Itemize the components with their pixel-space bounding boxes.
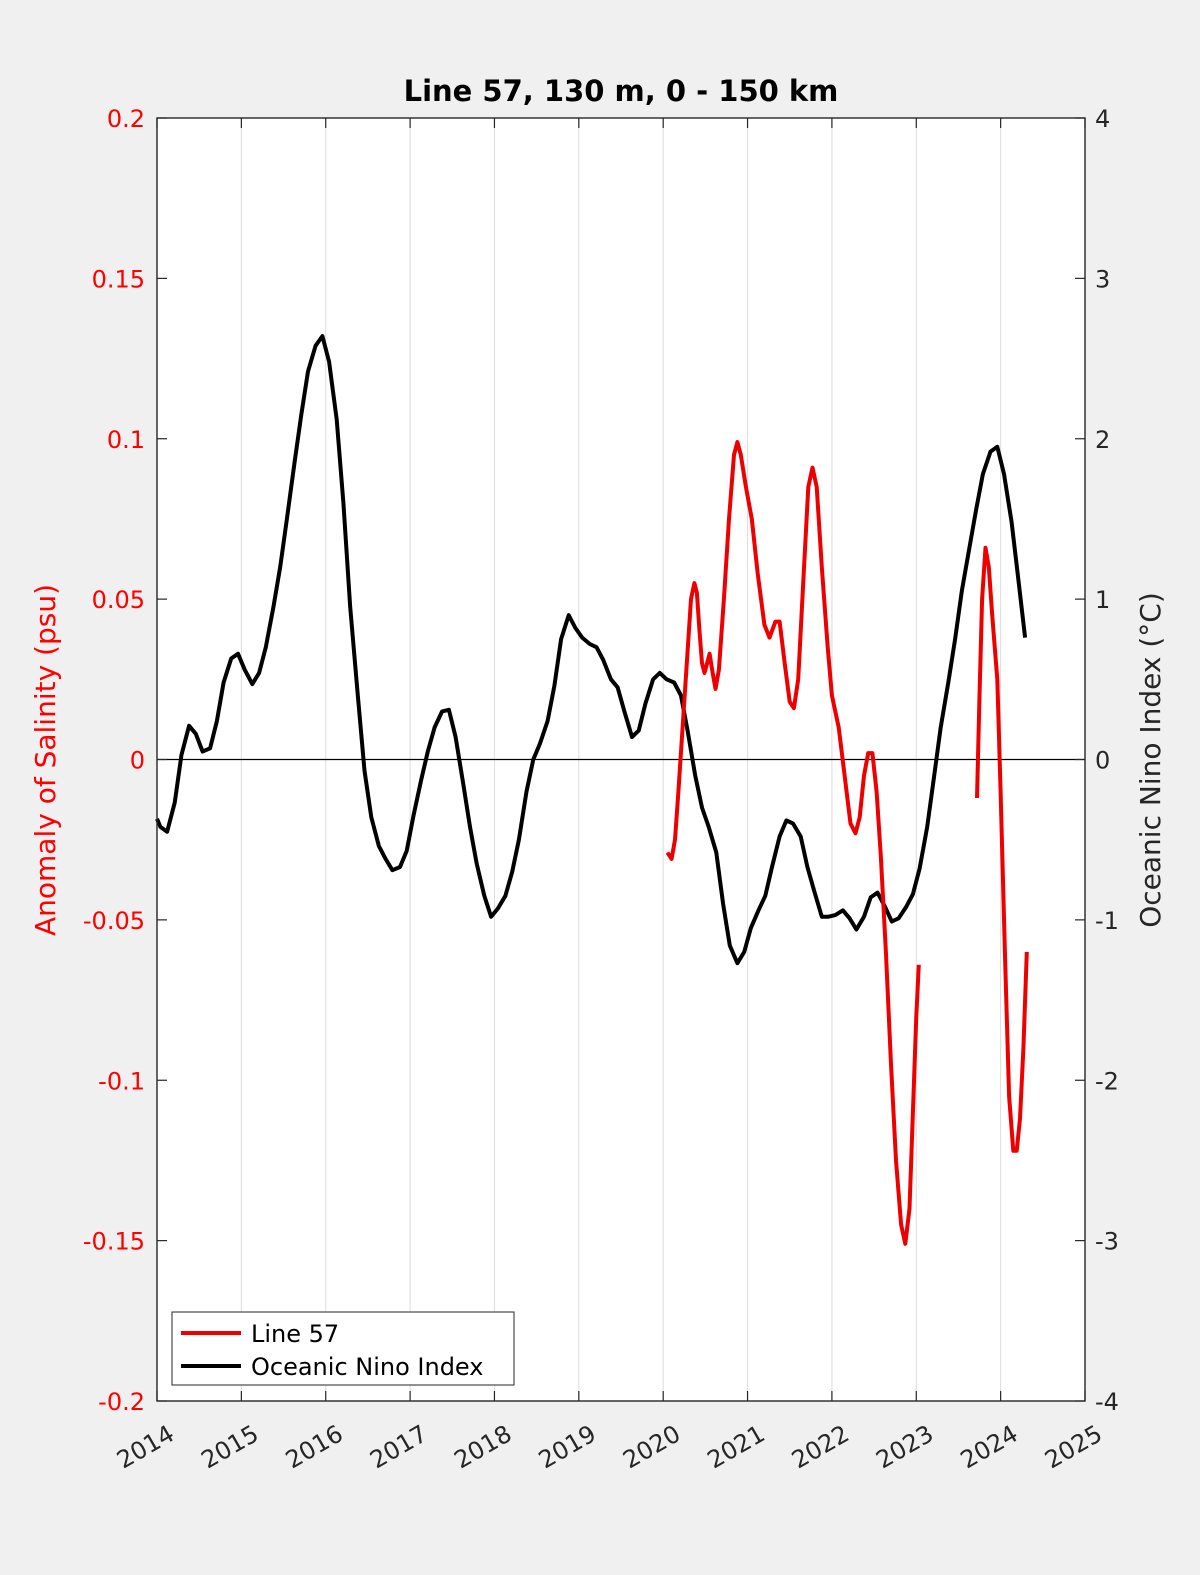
left-y-tick-label: -0.2 <box>98 1388 145 1416</box>
x-tick-label: 2019 <box>534 1420 601 1475</box>
left-y-tick-label: 0.05 <box>92 586 145 614</box>
x-tick-label: 2023 <box>871 1420 938 1475</box>
left-y-tick-labels: -0.2 -0.15 -0.1 -0.05 0 0.05 0.1 0.15 0.2 <box>83 105 145 1416</box>
right-y-tick-label: -4 <box>1095 1388 1119 1416</box>
left-y-tick-label: -0.1 <box>98 1067 145 1095</box>
series-line57-segment <box>665 440 921 1246</box>
series-layer <box>155 334 1029 1246</box>
x-tick-label: 2021 <box>703 1420 770 1475</box>
left-y-axis-title: Anomaly of Salinity (psu) <box>29 584 62 936</box>
series-line57-segment <box>975 545 1029 1153</box>
axis-ticks <box>156 117 1086 1402</box>
legend-label-line57: Line 57 <box>251 1320 339 1348</box>
x-tick-labels: 2014 2015 2016 2017 2018 2019 2020 2021 2022 2023… <box>112 1420 1107 1475</box>
x-tick-label: 2016 <box>281 1420 348 1475</box>
legend: Line 57 Oceanic Nino Index <box>171 1311 515 1386</box>
x-tick-label: 2015 <box>196 1420 263 1475</box>
chart-title: Line 57, 130 m, 0 - 150 km <box>404 74 839 108</box>
right-y-tick-label: 3 <box>1095 265 1110 293</box>
left-y-tick-label: 0 <box>130 747 145 775</box>
legend-label-oni: Oceanic Nino Index <box>251 1353 483 1381</box>
left-y-tick-label: 0.15 <box>92 265 145 293</box>
left-y-tick-label: 0.1 <box>107 426 145 454</box>
series-oni-line <box>155 334 1028 966</box>
x-tick-label: 2020 <box>618 1420 685 1475</box>
x-tick-label: 2017 <box>365 1420 432 1475</box>
right-y-axis-title: Oceanic Nino Index (°C) <box>1134 592 1167 928</box>
legend-box <box>171 1311 515 1386</box>
right-y-tick-label: 1 <box>1095 586 1110 614</box>
right-y-tick-label: -3 <box>1095 1228 1119 1256</box>
right-y-tick-label: 0 <box>1095 747 1110 775</box>
right-y-tick-label: -1 <box>1095 907 1119 935</box>
x-tick-label: 2025 <box>1040 1420 1107 1475</box>
x-tick-label: 2014 <box>112 1420 179 1475</box>
left-y-tick-label: -0.05 <box>83 907 145 935</box>
x-tick-label: 2022 <box>787 1420 854 1475</box>
right-y-tick-label: 2 <box>1095 426 1110 454</box>
x-tick-label: 2024 <box>956 1420 1023 1475</box>
left-y-tick-label: 0.2 <box>107 105 145 133</box>
left-y-tick-label: -0.15 <box>83 1228 145 1256</box>
right-y-tick-labels: -4 -3 -2 -1 0 1 2 3 4 <box>1095 105 1119 1416</box>
right-y-tick-label: -2 <box>1095 1067 1119 1095</box>
right-y-tick-label: 4 <box>1095 105 1110 133</box>
x-tick-label: 2018 <box>450 1420 517 1475</box>
